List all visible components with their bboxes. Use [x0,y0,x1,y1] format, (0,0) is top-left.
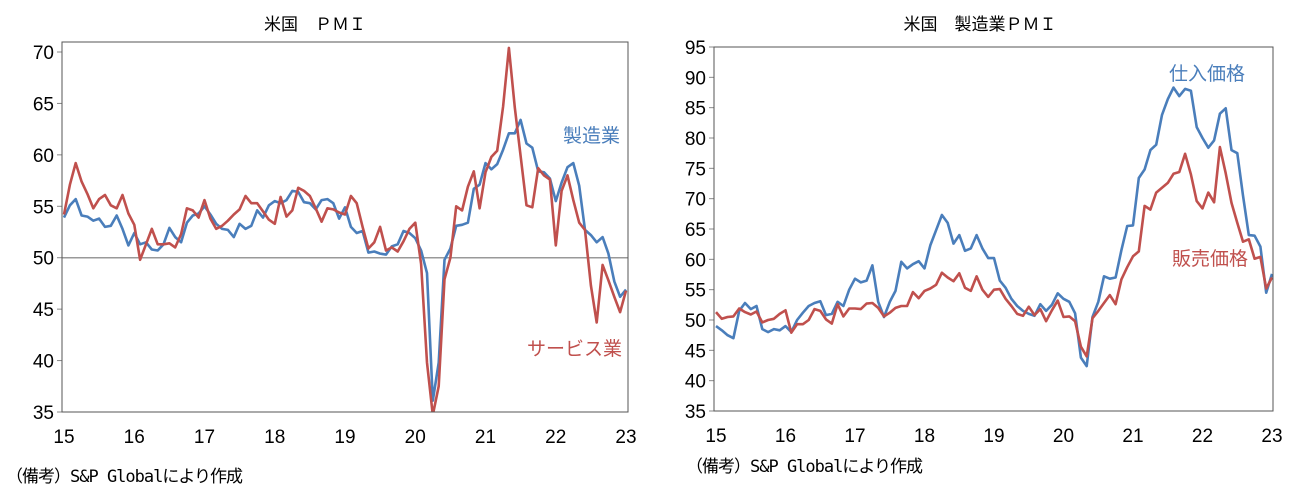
source-note: （備考）S&P Globalにより作成 [6,467,243,487]
x-tick-label: 17 [844,426,865,447]
chart-title: 米国 製造業ＰＭＩ [904,15,1057,35]
x-tick-label: 19 [983,426,1004,447]
x-tick-label: 16 [775,426,796,447]
y-tick-label: 90 [685,68,706,89]
series-label: 製造業 [563,125,620,147]
series-line-1 [62,118,628,402]
x-tick-label: 18 [264,427,285,448]
y-tick-label: 35 [685,402,706,423]
x-tick-label: 23 [1261,426,1282,447]
x-tick-label: 20 [405,427,426,448]
y-tick-label: 50 [33,249,54,270]
y-tick-label: 65 [33,94,54,115]
series-line-1 [715,86,1273,368]
series-label: 販売価格 [1172,248,1248,270]
x-tick-label: 21 [1122,426,1143,447]
y-tick-label: 55 [33,197,54,218]
x-tick-label: 22 [1192,426,1213,447]
x-tick-label: 17 [194,427,215,448]
plot-border [713,46,1274,412]
series-label: 仕入価格 [1169,63,1245,85]
y-tick-label: 35 [33,403,54,424]
y-tick-label: 45 [33,300,54,321]
chart-title: 米国 ＰＭＩ [264,15,366,35]
y-tick-label: 45 [685,341,706,362]
series-line-2 [715,145,1273,358]
pmi-chart: 米国 ＰＭＩ 35 40 45 50 55 60 65 70 15 16 17 18 19 20 21 22 23… [33,15,637,448]
x-tick-label: 22 [545,427,566,448]
y-tick-label: 55 [685,281,706,302]
x-tick-label: 20 [1053,426,1074,447]
series-label: サービス業 [527,338,622,360]
y-tick-label: 40 [685,372,706,393]
x-tick-label: 16 [124,427,145,448]
y-tick-label: 85 [685,99,706,120]
y-tick-label: 50 [685,311,706,332]
x-tick-label: 19 [334,427,355,448]
source-note: （備考）S&P Globalにより作成 [686,457,923,477]
manufacturing-pmi-chart: 米国 製造業ＰＭＩ 35 40 45 50 55 60 65 70 75 80 85 90 95 15 16 1… [685,15,1283,447]
y-tick-label: 60 [685,250,706,271]
series-line-2 [62,46,628,412]
x-tick-label: 15 [53,427,74,448]
y-tick-label: 70 [685,190,706,211]
plot-border [61,41,629,413]
y-tick-label: 65 [685,220,706,241]
x-tick-label: 21 [475,427,496,448]
y-tick-label: 95 [685,38,706,59]
x-tick-label: 18 [914,426,935,447]
y-tick-label: 40 [33,352,54,373]
y-tick-label: 70 [33,43,54,64]
y-tick-label: 60 [33,146,54,167]
y-tick-label: 80 [685,129,706,150]
x-tick-label: 15 [705,426,726,447]
x-tick-label: 23 [615,427,636,448]
y-tick-label: 75 [685,159,706,180]
